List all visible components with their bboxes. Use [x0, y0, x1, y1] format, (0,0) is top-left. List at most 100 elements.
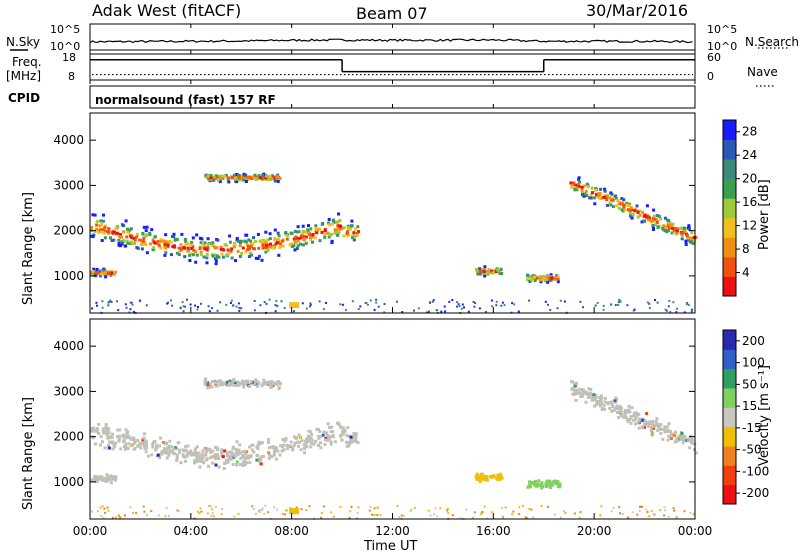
velocity-scatter-cell-94	[230, 451, 234, 455]
velocity-noise-cell-155	[348, 516, 351, 519]
power-scatter-cell-356	[145, 225, 149, 229]
power-scatter-cell-130	[104, 224, 107, 228]
velocity-noise-cell-15	[104, 511, 107, 514]
velocity-scatter-cell-881	[548, 483, 552, 487]
velocity-scatter-cell-97	[340, 426, 344, 430]
power-scatter-cell-153	[93, 229, 97, 233]
power-scatter-cell-172	[323, 233, 327, 237]
power-noise-cell-94	[602, 308, 605, 311]
power-scatter-cell-568	[230, 176, 234, 180]
velocity-noise-cell-120	[433, 513, 435, 516]
power-scatter-cell-308	[124, 219, 128, 223]
velocity-scatter-cell-841	[478, 479, 482, 483]
power-scatter-cell-957	[102, 272, 106, 276]
velocity-scatter-cell-437	[229, 457, 233, 461]
velocity-scatter-cell-133	[214, 463, 218, 467]
power-scatter-cell-692	[585, 182, 589, 186]
power-scatter-cell-24	[330, 222, 334, 226]
velocity-scatter-cell-13	[235, 463, 239, 467]
velocity-scatter-cell-803	[614, 396, 618, 400]
date-title: 30/Mar/2016	[586, 1, 688, 20]
velocity-scatter-cell-403	[131, 443, 135, 446]
velocity-scatter-cell-709	[626, 420, 630, 424]
velocity-scatter-cell-225	[164, 448, 168, 452]
power-scatter-cell-270	[97, 230, 101, 234]
velocity-noise-cell-162	[398, 516, 401, 519]
velocity-scatter-cell-904	[536, 483, 540, 487]
power-noise-cell-132	[427, 310, 430, 313]
velocity-scatter-cell-405	[104, 427, 108, 431]
velocity-scatter-cell-576	[206, 383, 210, 386]
power-noise-cell-64	[563, 300, 566, 303]
velocity-scatter-cell-218	[245, 450, 249, 454]
velocity-scatter-cell-445	[204, 453, 208, 457]
power-scatter-cell-904	[546, 280, 550, 284]
velocity-scatter-cell-695	[574, 399, 578, 402]
power-scatter-cell-935	[346, 230, 350, 233]
power-scatter-cell-602	[614, 194, 617, 198]
xtick-label-5: 20:00	[577, 524, 612, 538]
power-scatter-cell-366	[304, 230, 308, 234]
power-scatter-cell-387	[296, 244, 300, 248]
power-scatter-cell-651	[606, 193, 610, 197]
velocity-scatter-cell-299	[235, 460, 239, 464]
power-scatter-cell-589	[670, 231, 674, 235]
velocity-scatter-cell-257	[285, 443, 289, 447]
velocity-scatter-cell-775	[571, 380, 575, 384]
power-noise-cell-118	[511, 302, 514, 305]
freq-unit-label: [MHz]	[6, 69, 41, 83]
power-scatter-cell-614	[690, 236, 694, 240]
velocity-scatter-cell-911	[534, 479, 538, 483]
power-scatter-cell-424	[168, 239, 171, 243]
velocity-noise-cell-114	[481, 511, 484, 514]
velocity-scatter-cell-876	[528, 485, 532, 489]
velocity-scatter-cell-915	[530, 481, 534, 485]
velocity-scatter-cell-333	[193, 451, 197, 455]
velocity-scatter-cell-665	[635, 414, 639, 418]
velocity-scatter-cell-324	[111, 447, 115, 451]
power-noise-cell-128	[235, 305, 238, 308]
power-noise-cell-117	[654, 299, 656, 301]
power-scatter-cell-660	[572, 183, 576, 187]
power-scatter-cell-865	[526, 278, 530, 282]
power-noise-cell-116	[275, 299, 278, 302]
power-noise-cell-12	[309, 303, 312, 306]
power-colorbar-swatch-4	[723, 198, 736, 219]
power-scatter-cell-533	[219, 177, 223, 180]
power-scatter-cell-92	[198, 236, 202, 240]
power-scatter-cell-691	[666, 218, 669, 222]
velocity-scatter-cell-262	[193, 453, 197, 457]
velocity-scatter-cell-672	[587, 387, 591, 391]
velocity-noise-cell-40	[266, 511, 269, 514]
power-scatter-cell-805	[657, 214, 661, 218]
power-scatter-cell-205	[331, 219, 335, 223]
power-scatter-cell-847	[482, 270, 486, 274]
velocity-colorbar-swatch-3	[723, 426, 736, 447]
velocity-scatter-cell-537	[254, 378, 258, 382]
power-noise-cell-168	[216, 309, 219, 312]
power-noise-cell-56	[232, 304, 235, 307]
velocity-scatter-cell-447	[172, 452, 176, 456]
velocity-scatter-cell-288	[255, 453, 259, 457]
velocity-scatter-cell-714	[600, 402, 604, 406]
power-scatter-cell-574	[233, 177, 237, 181]
power-scatter-cell-281	[285, 233, 289, 237]
velocity-scatter-cell-710	[589, 387, 593, 391]
power-noise-cell-162	[138, 300, 141, 303]
velocity-scatter-cell-245	[198, 459, 202, 463]
power-scatter-cell-547	[233, 173, 236, 177]
velocity-colorbar-swatch-2	[723, 446, 736, 466]
power-colorbar-label-5: 24	[742, 148, 757, 162]
velocity-scatter-cell-314	[107, 446, 111, 450]
power-colorbar-swatch-6	[723, 159, 736, 180]
velocity-scatter-cell-52	[211, 461, 215, 465]
power-scatter-cell-667	[690, 231, 694, 235]
velocity-scatter-cell-851	[500, 476, 504, 480]
power-scatter-cell-337	[216, 238, 220, 242]
power-scatter-cell-641	[582, 184, 586, 188]
velocity-noise-cell-101	[396, 505, 399, 507]
power-scatter-cell-623	[611, 205, 615, 209]
velocity-scatter-cell-240	[329, 440, 333, 444]
power-scatter-cell-346	[229, 249, 233, 253]
